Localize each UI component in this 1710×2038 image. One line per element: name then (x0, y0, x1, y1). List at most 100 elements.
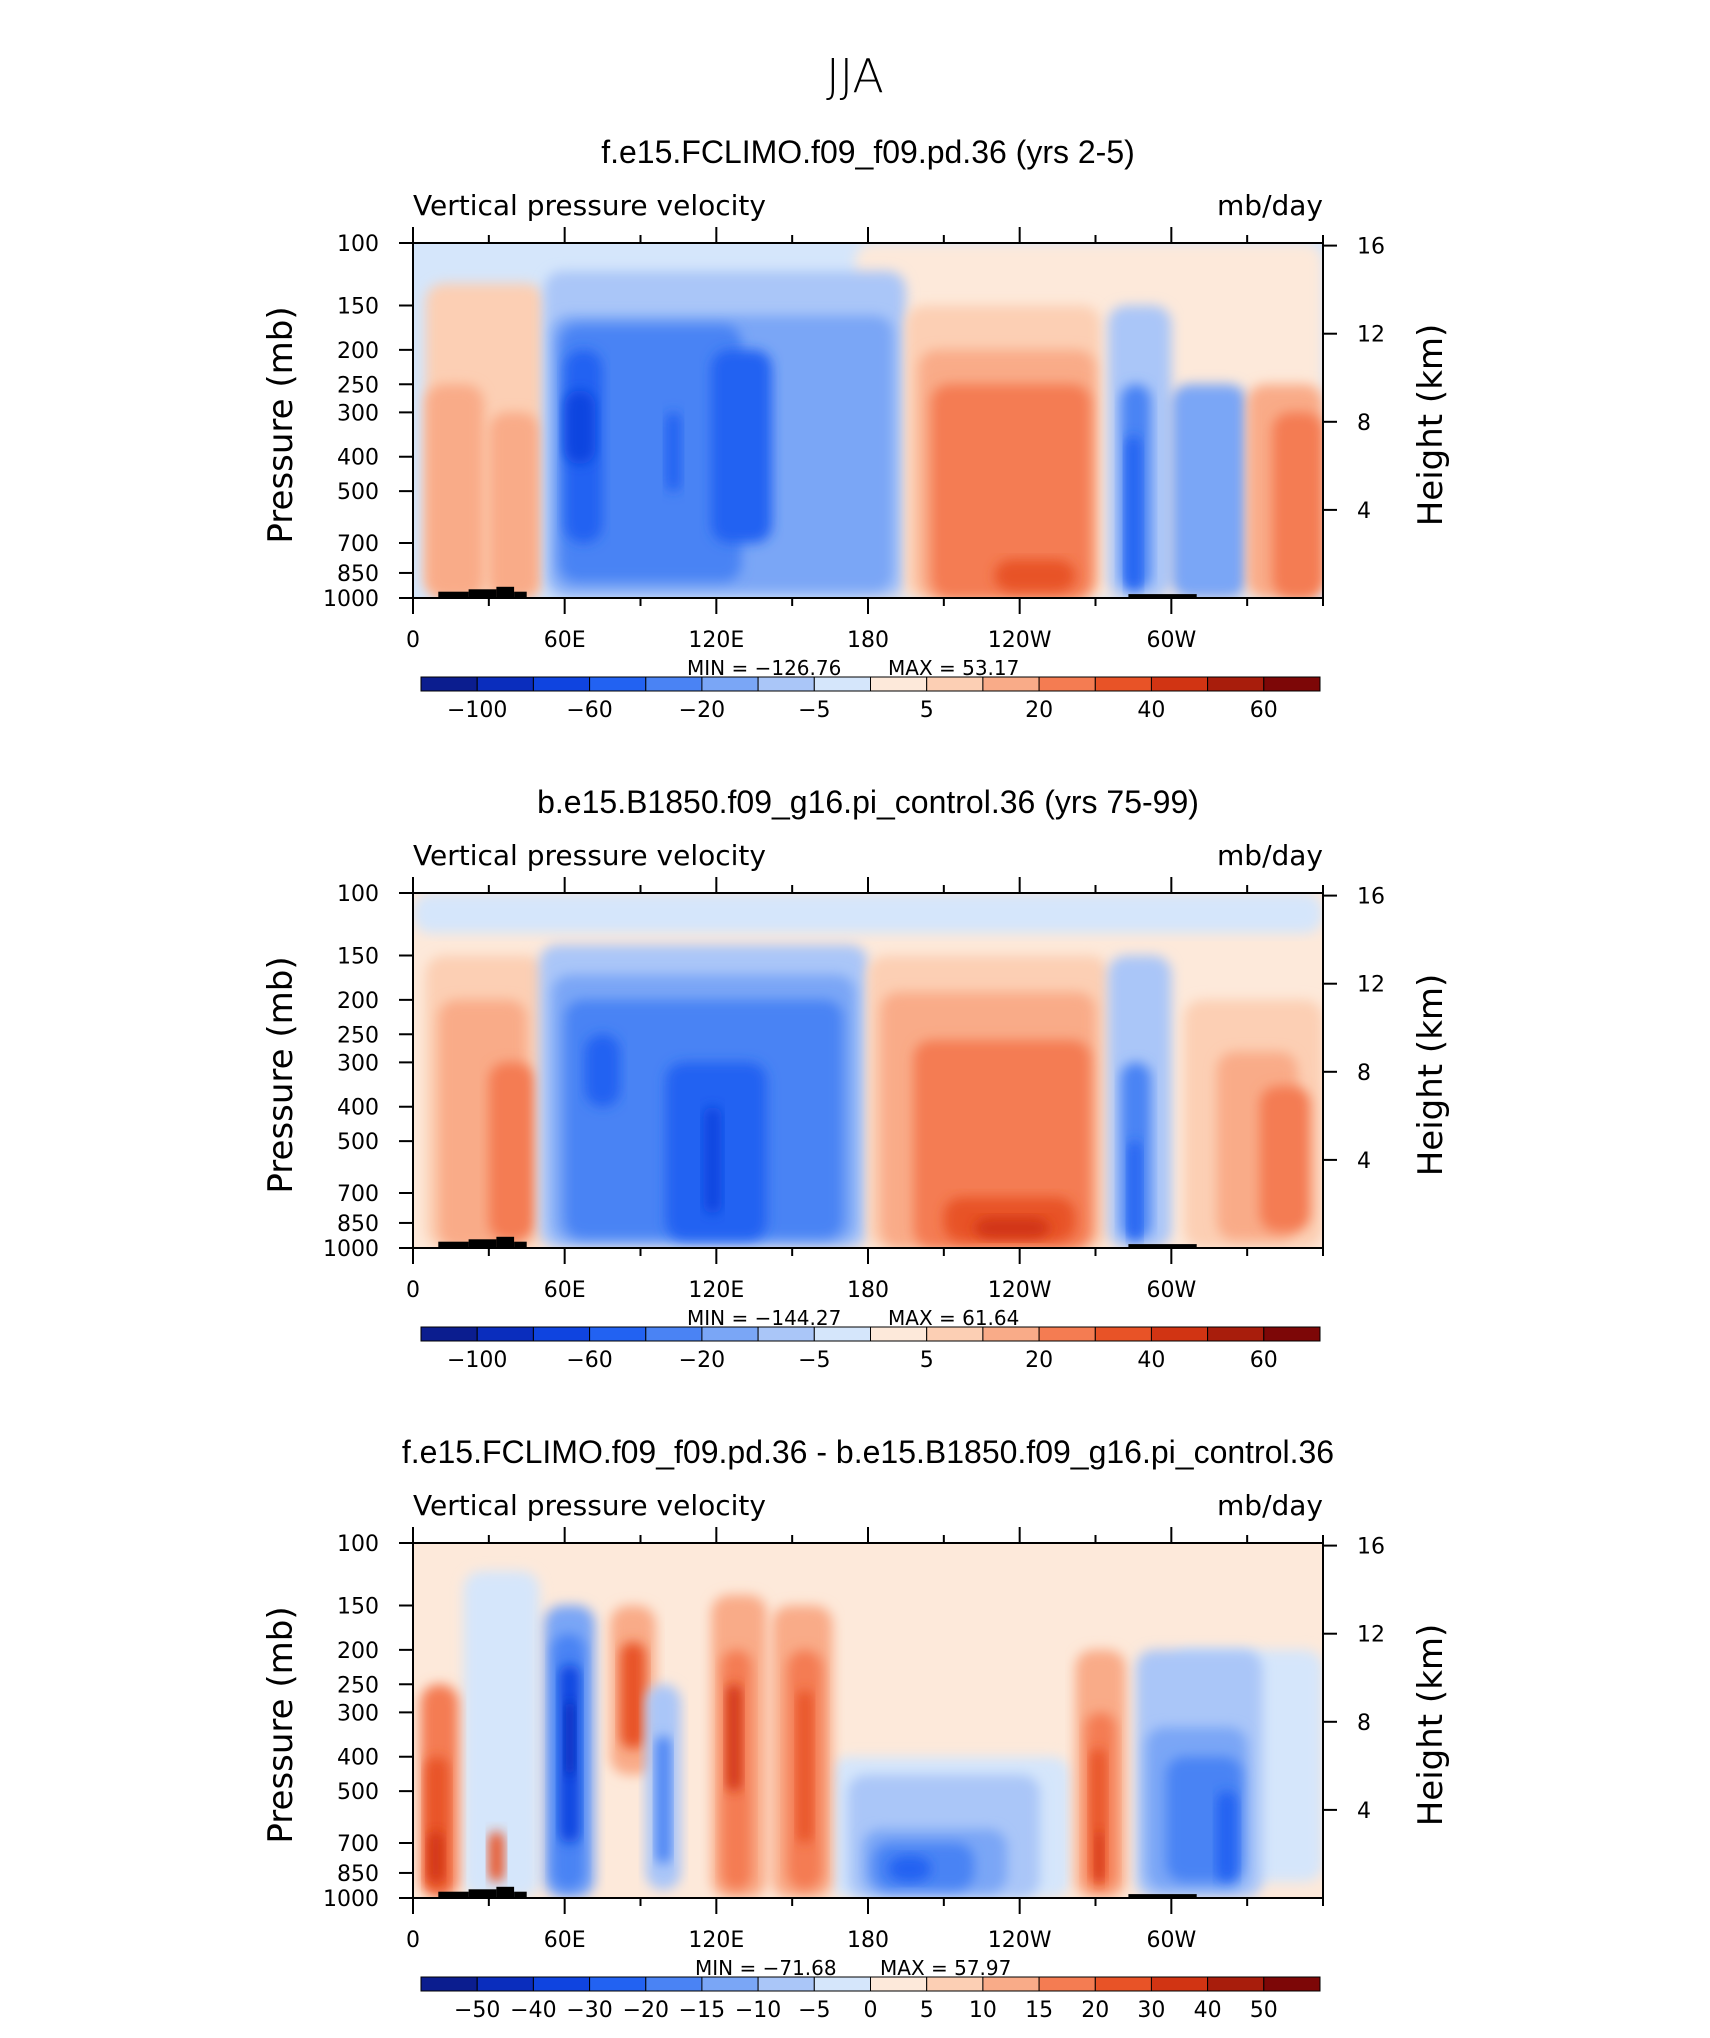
plot-frame (412, 242, 1324, 599)
y-tick-label: 150 (337, 945, 379, 970)
colorbar-swatch (645, 1976, 703, 1992)
colorbar-swatch (870, 1976, 928, 1992)
topography-block-4 (1128, 1894, 1197, 1898)
y-tick-label: 300 (337, 401, 379, 426)
colorbar-label: −60 (566, 1348, 612, 1373)
colorbar-label: 40 (1137, 1348, 1165, 1373)
colorbar-label: −100 (447, 1348, 507, 1373)
topography (438, 1236, 1197, 1248)
colorbar-label: −5 (798, 1998, 830, 2023)
max-label: MAX = 61.64 (888, 1306, 1019, 1330)
contour-region-13 (913, 1040, 1091, 1248)
colorbar-swatch (1207, 1326, 1265, 1342)
topography-block-3 (514, 591, 527, 598)
colorbar-label: −20 (679, 698, 725, 723)
colorbar-swatch (532, 676, 591, 692)
plot-frame (412, 1542, 1324, 1899)
colorbar-label: 60 (1250, 698, 1278, 723)
contour-region-3 (425, 384, 484, 598)
y-tick-label: 850 (337, 1862, 379, 1887)
y-axis-title: Pressure (mb) (261, 956, 301, 1193)
colorbar-label: −20 (623, 1998, 669, 2023)
y-axis-title: Pressure (mb) (261, 306, 301, 543)
topography-block-4 (1128, 1244, 1197, 1248)
colorbar-swatch (982, 1976, 1040, 1992)
colorbar-label: 10 (969, 1998, 997, 2023)
colorbar-swatch (420, 1326, 478, 1342)
colorbar-label: 5 (920, 1998, 934, 2023)
y2-tick-label: 8 (1357, 411, 1371, 436)
colorbar-label: 5 (920, 1348, 934, 1373)
contour-region-7 (559, 324, 742, 582)
colorbar-swatch (645, 1326, 703, 1342)
x-tick-label: 120E (688, 628, 744, 653)
colorbar-label: 20 (1025, 698, 1053, 723)
contour-region-8 (584, 1034, 621, 1107)
colorbar-swatch (1207, 676, 1265, 692)
colorbar-label: 40 (1194, 1998, 1222, 2023)
min-label: MIN = −71.68 (695, 1956, 837, 1980)
colorbar-swatch (1263, 676, 1321, 692)
colorbar-swatch (1150, 676, 1209, 692)
colorbar: −50 −40 −30 −20 −15 −10 −5 0 5 10 15 20 30 40 50 (420, 1976, 1321, 2023)
colorbar-swatch (532, 1326, 591, 1342)
y-tick-label: 1000 (323, 587, 379, 612)
colorbar-label: −5 (798, 1348, 830, 1373)
page-title: JJA (826, 49, 884, 103)
units-label: mb/day (1217, 839, 1323, 872)
colorbar-swatch (982, 676, 1040, 692)
contour-region-25 (888, 1855, 932, 1882)
colorbar-swatch (926, 1976, 984, 1992)
topography-block-1 (468, 1239, 497, 1248)
colorbar-label: −40 (510, 1998, 556, 2023)
colorbar-swatch (532, 1976, 591, 1992)
contour-region-15 (994, 559, 1076, 592)
y-tick-label: 1000 (323, 1237, 379, 1262)
y2-axis: 16 12 8 4 (1323, 235, 1385, 524)
colorbar-swatch (926, 1326, 984, 1342)
colorbar: −100 −60 −20 −5 5 20 40 60 (420, 676, 1321, 723)
x-tick-label: 60W (1146, 1278, 1196, 1303)
min-label: MIN = −126.76 (687, 656, 841, 680)
colorbar-swatch (757, 1326, 815, 1342)
contour-region-10 (665, 412, 681, 492)
max-label: MAX = 57.97 (880, 1956, 1011, 1980)
contour-region-11 (711, 349, 772, 543)
colorbar-swatch (701, 1326, 759, 1342)
y-tick-label: 250 (337, 373, 379, 398)
colorbar-swatch (813, 676, 871, 692)
colorbar-swatch (476, 1326, 534, 1342)
y2-axis-title: Height (km) (1411, 1624, 1451, 1827)
x-tick-label: 180 (847, 1928, 889, 1953)
colorbar-swatch (1150, 1326, 1209, 1342)
x-tick-label: 0 (406, 1928, 420, 1953)
x-tick-label: 120E (688, 1928, 744, 1953)
topography-block-1 (468, 589, 497, 598)
colorbar-swatch (870, 676, 928, 692)
contour-region-33 (1216, 1791, 1237, 1882)
y-tick-label: 1000 (323, 1887, 379, 1912)
y-tick-label: 100 (337, 1532, 379, 1557)
contour-region-11 (564, 1701, 575, 1775)
x-axis: 0 60E 120E 180 120W 60W (406, 877, 1324, 1303)
panel-title: f.e15.FCLIMO.f09_f09.pd.36 - b.e15.B1850… (402, 1434, 1334, 1470)
x-axis: 0 60E 120E 180 120W 60W (406, 227, 1324, 653)
x-tick-label: 120W (988, 1278, 1052, 1303)
y2-tick-label: 8 (1357, 1061, 1371, 1086)
colorbar-label: −5 (798, 698, 830, 723)
variable-label: Vertical pressure velocity (413, 839, 766, 872)
y2-axis-title: Height (km) (1411, 974, 1451, 1177)
x-tick-label: 0 (406, 1278, 420, 1303)
x-tick-label: 60W (1146, 628, 1196, 653)
topography-block-1 (468, 1889, 497, 1898)
y-tick-label: 400 (337, 1096, 379, 1121)
colorbar-swatch (1263, 1326, 1321, 1342)
colorbar-swatch (1038, 676, 1096, 692)
x-tick-label: 120E (688, 1278, 744, 1303)
colorbar-swatch (589, 676, 647, 692)
colorbar-swatch (476, 676, 534, 692)
contour-region-18 (726, 1684, 742, 1792)
